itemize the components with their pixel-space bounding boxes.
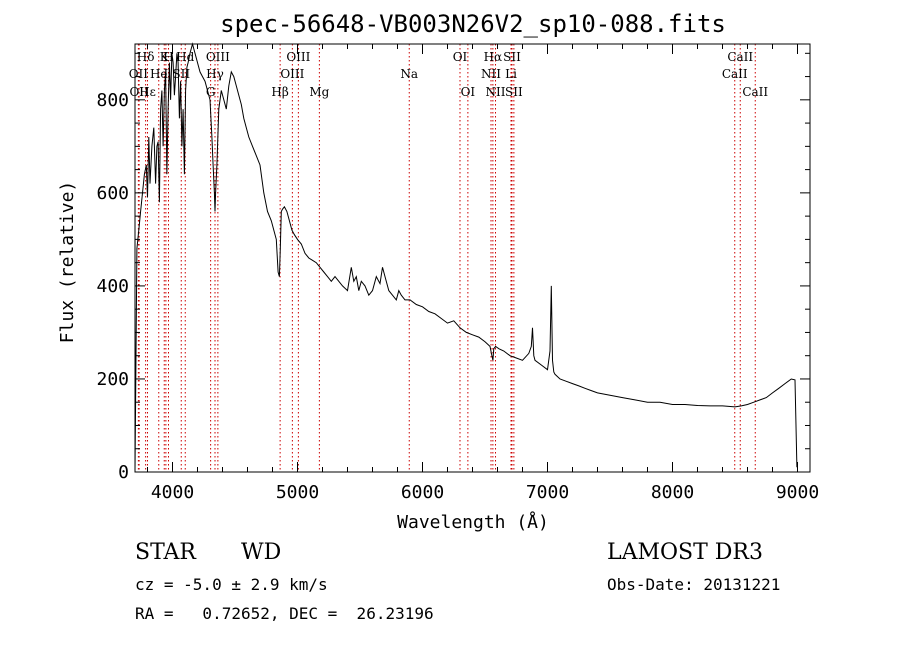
x-axis: 4000 5000 6000 7000 8000 9000 (147, 44, 819, 503)
x-tick-label: 5000 (276, 482, 319, 503)
line-label-11: Hγ (206, 67, 224, 81)
line-label-6: H (163, 50, 173, 64)
line-label-3: OII (129, 85, 149, 99)
observation-date: Obs-Date: 20131221 (607, 575, 781, 594)
line-label-9: Hd (176, 50, 194, 64)
y-axis-label: Flux (relative) (57, 181, 78, 344)
line-label-18: OI (453, 50, 468, 64)
y-tick-label: 600 (96, 183, 129, 204)
chart-title: spec-56648-VB003N26V2_sp10-088.fits (220, 10, 726, 38)
x-axis-label: Wavelength (Å) (397, 511, 549, 533)
line-label-25: SII (505, 85, 523, 99)
line-label-12: OIII (206, 50, 230, 64)
line-label-0: Hδ (137, 50, 155, 64)
line-label-17: Na (400, 67, 418, 81)
line-label-1: OII (129, 67, 149, 81)
line-label-15: OIII (286, 50, 310, 64)
line-label-21: NII (486, 85, 506, 99)
line-label-23: SII (503, 50, 521, 64)
line-label-10: G (206, 85, 216, 99)
line-label-27: CaII (722, 67, 748, 81)
y-tick-label: 200 (96, 369, 129, 390)
x-tick-label: 6000 (401, 482, 444, 503)
redshift-value: cz = -5.0 ± 2.9 km/s (135, 575, 328, 594)
x-tick-label: 4000 (151, 482, 194, 503)
line-label-13: Hβ (271, 85, 288, 99)
line-label-14: OIII (280, 67, 304, 81)
y-axis: 0 200 400 600 800 (96, 52, 810, 483)
line-label-5: He (150, 67, 168, 81)
spectrum-line (134, 42, 798, 473)
line-label-4: K (160, 50, 170, 64)
object-subclass: WD (241, 540, 282, 565)
y-tick-label: 0 (118, 462, 129, 483)
x-tick-label: 9000 (776, 482, 819, 503)
y-tick-label: 400 (96, 276, 129, 297)
line-label-22: Hα (484, 50, 503, 64)
line-label-28: CaII (742, 85, 768, 99)
sky-coordinates: RA = 0.72652, DEC = 26.23196 (135, 604, 434, 623)
spectral-line-markers (137, 44, 756, 472)
survey-name: LAMOST DR3 (607, 540, 763, 565)
x-tick-label: 8000 (651, 482, 694, 503)
object-class: STAR (135, 540, 196, 565)
line-label-19: OI (461, 85, 476, 99)
plot-frame (134, 43, 811, 473)
line-label-24: Li (505, 67, 517, 81)
line-label-2: Hε (139, 85, 156, 99)
y-tick-label: 800 (96, 90, 129, 111)
line-label-26: CaII (727, 50, 753, 64)
line-label-16: Mg (309, 85, 329, 99)
line-label-20: NII (481, 67, 501, 81)
x-tick-label: 7000 (526, 482, 569, 503)
